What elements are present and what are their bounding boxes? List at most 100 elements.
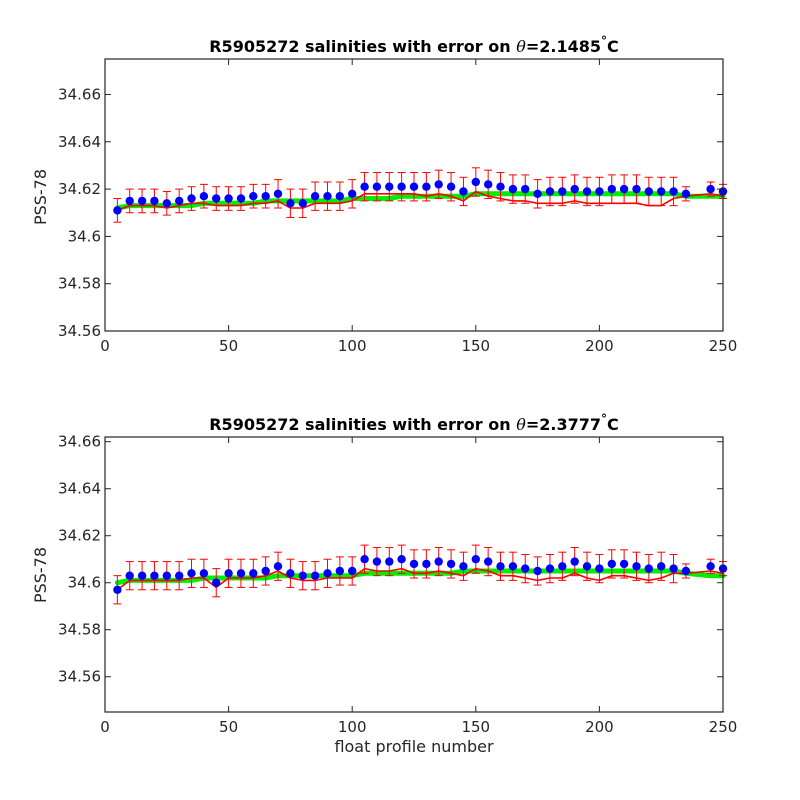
bottom-data-point: [261, 566, 270, 576]
top-y-tick-label: 34.6: [68, 227, 101, 245]
top-data-point: [323, 192, 332, 201]
top-data-point: [471, 177, 480, 187]
bottom-plot-frame: [104, 436, 724, 713]
top-data-point: [150, 196, 159, 206]
top-adjusted-series-line: [117, 190, 724, 212]
bottom-data-point: [595, 564, 604, 573]
top-data-point: [422, 182, 431, 191]
bottom-x-tick-label: 250: [709, 718, 738, 736]
top-data-point: [335, 192, 344, 201]
top-data-point: [397, 182, 406, 191]
top-title-theta: θ: [516, 37, 526, 56]
bottom-data-point: [236, 569, 246, 578]
top-data-point: [619, 184, 629, 194]
top-data-point: [545, 187, 555, 196]
bottom-subplot: R5905272 salinities with error on θ=2.37…: [31, 412, 737, 756]
top-data-point: [249, 192, 258, 201]
bottom-data-point: [508, 562, 518, 571]
bottom-data-point: [632, 562, 641, 571]
top-y-axis-label: PSS-78: [31, 169, 50, 225]
bottom-axis-ticks: 0 50 100 150 200 250 34.56 34.58 34.6 34.62 34.64 3…: [58, 433, 737, 736]
bottom-data-point: [669, 564, 678, 573]
top-data-point: [286, 199, 295, 208]
bottom-data-point: [335, 566, 344, 576]
top-y-tick-label: 34.62: [58, 180, 101, 198]
top-plot-marks: [113, 167, 728, 223]
top-data-point: [558, 187, 567, 196]
bottom-data-point: [385, 557, 394, 566]
bottom-data-point: [348, 566, 357, 576]
top-data-point: [496, 182, 505, 191]
top-data-point: [706, 184, 715, 194]
top-x-tick-label: 100: [338, 337, 367, 355]
bottom-title-prefix: R5905272 salinities with error on: [209, 415, 516, 434]
bottom-data-point: [187, 569, 196, 578]
bottom-data-point: [471, 555, 480, 564]
bottom-data-point: [113, 585, 122, 594]
bottom-data-point: [681, 566, 691, 576]
top-data-point: [261, 192, 270, 201]
top-data-point: [533, 189, 542, 198]
bottom-data-point: [496, 562, 505, 571]
top-data-point: [521, 184, 530, 194]
bottom-data-point: [521, 564, 530, 573]
bottom-data-point: [644, 564, 653, 573]
top-data-point: [199, 192, 209, 201]
top-data-point: [582, 187, 592, 196]
top-chart-title: R5905272 salinities with error on θ=2.14…: [209, 34, 619, 56]
top-data-point: [385, 182, 394, 191]
bottom-title-theta: θ: [516, 415, 526, 434]
bottom-y-tick-label: 34.6: [68, 574, 101, 592]
bottom-data-point: [706, 562, 715, 571]
bottom-data-point: [212, 578, 221, 587]
bottom-data-point: [162, 571, 171, 580]
bottom-data-point: [409, 559, 419, 569]
top-data-point: [434, 180, 443, 189]
bottom-y-axis-label: PSS-78: [31, 547, 50, 603]
top-title-prefix: R5905272 salinities with error on: [209, 37, 516, 56]
bottom-data-point: [607, 559, 616, 569]
top-plot-frame: [104, 58, 724, 332]
bottom-data-point: [310, 571, 320, 580]
bottom-data-point: [570, 557, 579, 566]
top-data-point: [298, 199, 307, 208]
top-title-unit: C: [607, 37, 619, 56]
bottom-data-point: [360, 555, 369, 564]
bottom-x-axis-label: float profile number: [334, 737, 494, 756]
top-data-point: [125, 196, 134, 206]
top-title-value: =2.1485: [526, 37, 601, 56]
top-data-point: [236, 194, 246, 203]
bottom-data-point: [582, 562, 592, 571]
top-data-point: [657, 187, 666, 196]
top-x-tick-label: 50: [219, 337, 238, 355]
top-data-point: [310, 192, 320, 201]
top-axis-ticks: 0 50 100 150 200 250 34.56 34.58 34.6 34.62 34.64 3…: [58, 59, 737, 355]
bottom-data-point: [224, 569, 233, 578]
top-data-point: [570, 184, 579, 194]
top-data-point: [137, 196, 147, 206]
top-y-tick-label: 34.56: [58, 322, 101, 340]
bottom-x-tick-label: 150: [461, 718, 490, 736]
bottom-data-point: [434, 557, 443, 566]
top-y-tick-label: 34.66: [58, 85, 101, 103]
top-data-point: [273, 189, 283, 198]
bottom-data-point: [397, 555, 406, 564]
top-y-tick-label: 34.58: [58, 275, 101, 293]
top-x-tick-label: 0: [100, 337, 110, 355]
bottom-title-value: =2.3777: [526, 415, 601, 434]
bottom-x-tick-label: 50: [219, 718, 238, 736]
bottom-x-tick-label: 200: [585, 718, 614, 736]
top-data-point: [459, 187, 468, 196]
bottom-data-point: [150, 571, 159, 580]
top-data-point: [632, 184, 641, 194]
bottom-title-unit: C: [607, 415, 619, 434]
top-subplot: R5905272 salinities with error on θ=2.14…: [31, 34, 737, 355]
top-data-point: [681, 189, 691, 198]
bottom-title-degree: °: [601, 412, 607, 426]
bottom-y-tick-label: 34.66: [58, 433, 101, 451]
top-data-point: [669, 187, 678, 196]
top-data-point: [360, 182, 369, 191]
bottom-data-point: [372, 557, 382, 566]
bottom-data-point: [286, 569, 295, 578]
